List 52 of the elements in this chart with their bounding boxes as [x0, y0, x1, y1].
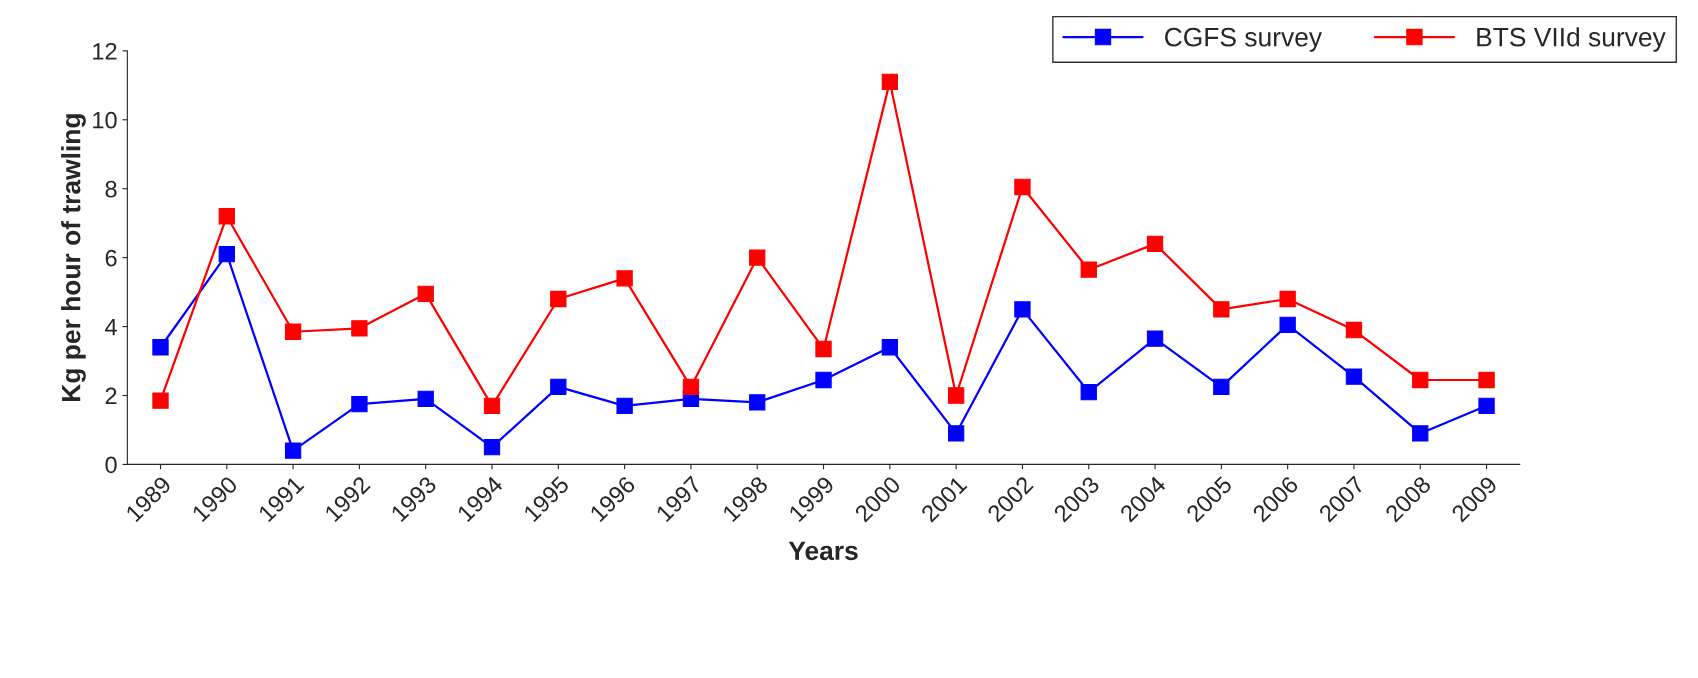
point: [550, 290, 567, 308]
point: [881, 339, 898, 356]
point: [284, 323, 302, 340]
point: [749, 394, 766, 411]
point: [351, 320, 368, 337]
point: [218, 208, 235, 225]
point: [1478, 397, 1495, 414]
point: [1014, 301, 1031, 318]
legend-label: BTS VIId survey: [1477, 27, 1666, 52]
point: [881, 73, 898, 91]
point: [1213, 301, 1230, 318]
point: [152, 392, 169, 409]
y-tick-label: 0: [105, 456, 117, 474]
point: [284, 442, 302, 459]
point: [417, 390, 434, 408]
point: [749, 249, 766, 266]
point: [1279, 316, 1296, 334]
point: [1345, 321, 1363, 339]
y-tick-label: 2: [105, 387, 117, 405]
y-tick-label: 6: [105, 249, 117, 267]
point: [1014, 178, 1031, 196]
point: [947, 387, 965, 404]
point: [616, 270, 633, 287]
point: [682, 378, 700, 396]
point: [616, 397, 633, 414]
point: [815, 340, 832, 358]
point: [1279, 290, 1296, 308]
y-tick-label: 10: [93, 111, 117, 129]
point: [1146, 235, 1164, 253]
point: [1478, 371, 1495, 389]
point: [351, 395, 368, 413]
point: [1412, 371, 1429, 389]
legend-label: CGFS survey: [1165, 27, 1323, 52]
y-axis-title: Kg per hour of trawling: [61, 114, 86, 401]
x-axis-title: Years: [788, 541, 858, 561]
point: [815, 371, 832, 389]
point: [417, 285, 434, 302]
point: [1345, 368, 1363, 385]
point: [1146, 330, 1164, 347]
y-tick-label: 8: [105, 180, 117, 198]
point: [1412, 425, 1429, 442]
point: [1080, 383, 1097, 401]
point: [218, 246, 235, 263]
point: [550, 378, 567, 396]
point: [152, 339, 169, 356]
point: [1080, 261, 1097, 278]
point: [483, 397, 501, 414]
point: [947, 425, 965, 442]
point: [483, 439, 501, 456]
y-tick-label: 4: [105, 318, 117, 336]
y-tick-label: 12: [93, 42, 117, 60]
point: [1213, 378, 1230, 396]
